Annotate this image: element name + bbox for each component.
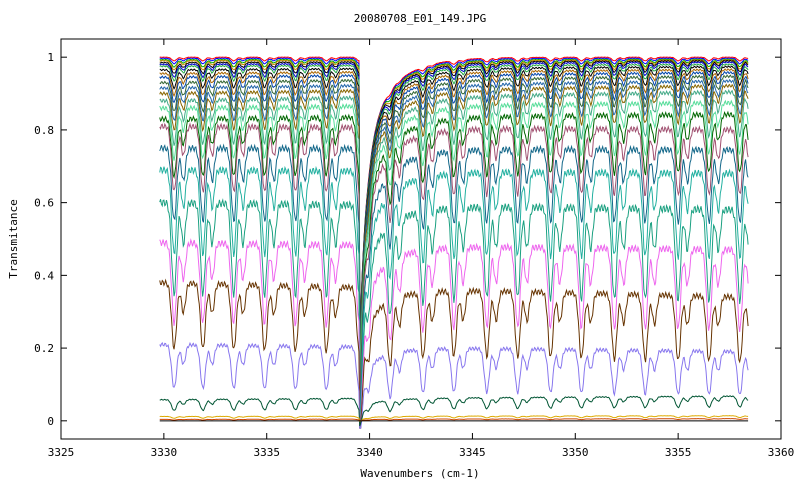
series-line-16 (159, 122, 749, 416)
series-line-4 (159, 59, 749, 346)
series-line-11 (159, 78, 749, 372)
x-tick-label-5: 3350 (562, 446, 589, 459)
series-line-15 (159, 110, 749, 408)
x-axis-ticks: 3325 3330 3335 3340 3345 3350 3355 3360 (48, 39, 795, 459)
series-line-10 (159, 74, 749, 368)
series-line-12 (159, 83, 749, 376)
x-tick-label-4: 3345 (459, 446, 486, 459)
chart-title: 20080708_E01_149.JPG (354, 12, 486, 25)
x-axis-label: Wavenumbers (cm-1) (360, 467, 479, 480)
series-line-7 (159, 65, 749, 354)
series-line-1 (159, 57, 749, 339)
y-tick-label-2: 0.4 (34, 269, 54, 282)
series-line-0 (159, 56, 749, 337)
series-line-3 (159, 59, 749, 344)
x-tick-label-1: 3330 (151, 446, 178, 459)
series-line-22 (159, 341, 749, 429)
series-line-19 (159, 198, 749, 429)
y-axis-label: Transmitance (7, 199, 20, 278)
x-tick-label-2: 3335 (253, 446, 280, 459)
y-tick-label-5: 1 (47, 51, 54, 64)
series-line-17 (159, 143, 749, 425)
series-line-25 (159, 418, 749, 422)
plot-frame (60, 38, 782, 440)
series-line-20 (159, 238, 749, 429)
series-line-13 (159, 89, 749, 386)
y-tick-label-0: 0 (47, 415, 54, 428)
series-line-2 (159, 58, 749, 342)
x-tick-label-0: 3325 (48, 446, 75, 459)
y-tick-label-4: 0.8 (34, 124, 54, 137)
series-line-14 (159, 99, 749, 397)
y-axis-ticks: 0 0.2 0.4 0.6 0.8 1 (34, 51, 781, 428)
series-line-5 (159, 61, 749, 347)
series-line-23 (159, 395, 749, 427)
series-line-9 (159, 70, 749, 364)
series-line-21 (159, 278, 749, 429)
series-line-24 (159, 415, 749, 423)
y-tick-label-1: 0.2 (34, 342, 54, 355)
y-tick-label-3: 0.6 (34, 197, 54, 210)
x-tick-label-6: 3355 (665, 446, 692, 459)
series-line-18 (159, 165, 749, 429)
series-line-6 (159, 63, 749, 350)
x-tick-label-3: 3340 (356, 446, 383, 459)
series-line-8 (159, 68, 749, 360)
x-tick-label-7: 3360 (768, 446, 795, 459)
series-layer (159, 56, 749, 429)
